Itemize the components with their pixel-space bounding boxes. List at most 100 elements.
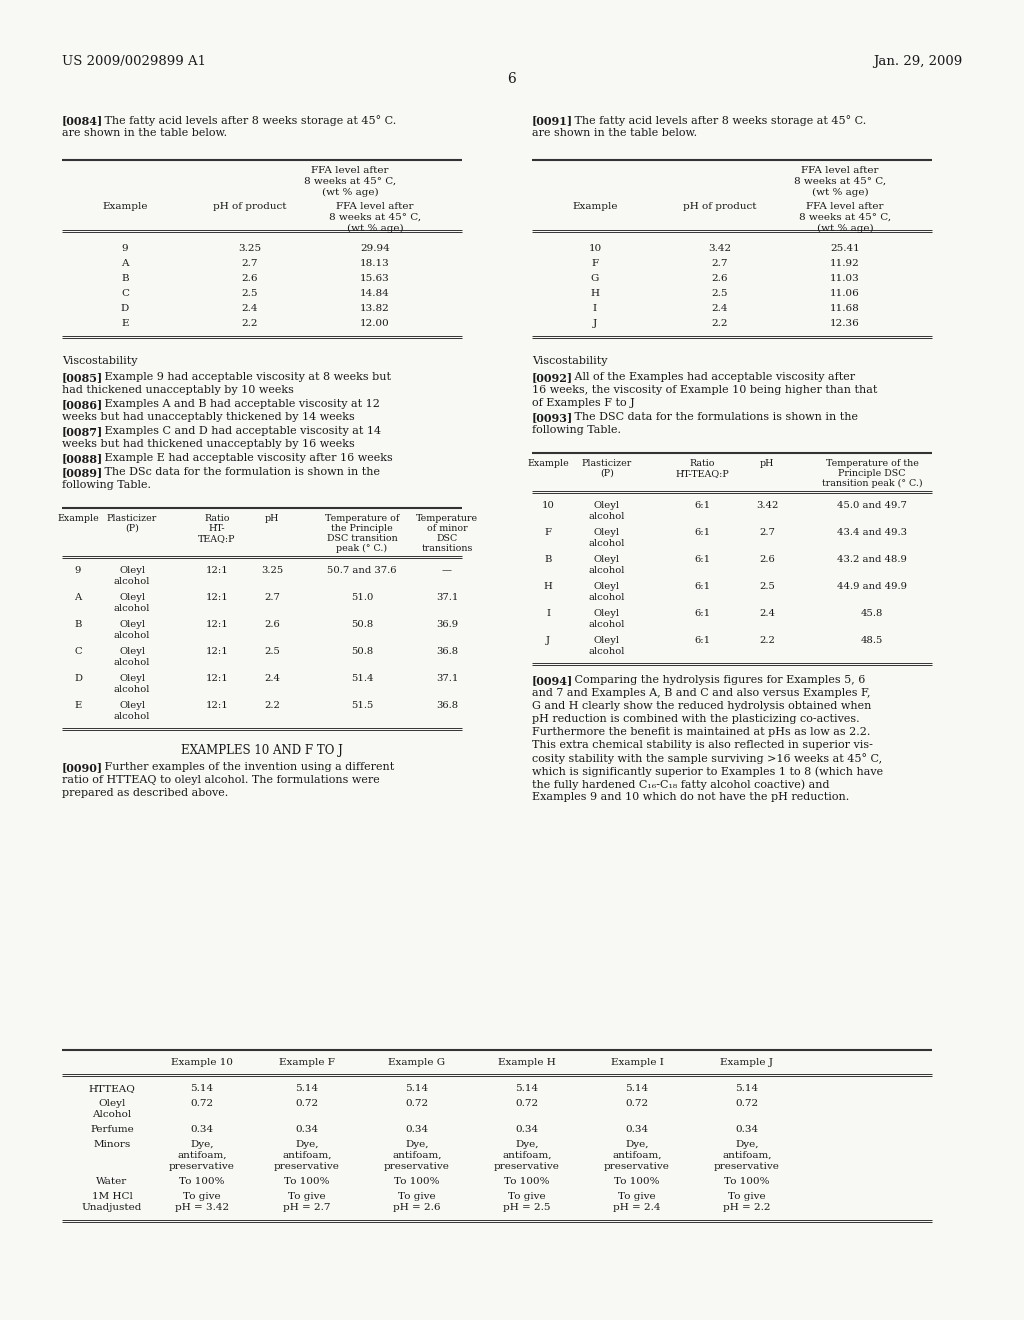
Text: alcohol: alcohol	[589, 593, 626, 602]
Text: The DSc data for the formulation is shown in the: The DSc data for the formulation is show…	[94, 467, 380, 477]
Text: 6:1: 6:1	[694, 636, 710, 645]
Text: B: B	[545, 554, 552, 564]
Text: Oleyl: Oleyl	[119, 647, 145, 656]
Text: This extra chemical stability is also reflected in superior vis-: This extra chemical stability is also re…	[532, 741, 872, 750]
Text: 0.72: 0.72	[626, 1100, 648, 1107]
Text: 51.5: 51.5	[351, 701, 373, 710]
Text: 12:1: 12:1	[206, 566, 228, 576]
Text: 13.82: 13.82	[360, 304, 390, 313]
Text: G and H clearly show the reduced hydrolysis obtained when: G and H clearly show the reduced hydroly…	[532, 701, 871, 711]
Text: F: F	[592, 259, 599, 268]
Text: FFA level after: FFA level after	[801, 166, 879, 176]
Text: (P): (P)	[600, 469, 614, 478]
Text: 0.34: 0.34	[406, 1125, 429, 1134]
Text: 0.34: 0.34	[190, 1125, 214, 1134]
Text: Oleyl: Oleyl	[594, 609, 620, 618]
Text: antifoam,: antifoam,	[612, 1151, 662, 1160]
Text: antifoam,: antifoam,	[392, 1151, 441, 1160]
Text: Further examples of the invention using a different: Further examples of the invention using …	[94, 762, 394, 772]
Text: 2.2: 2.2	[242, 319, 258, 327]
Text: 10: 10	[589, 244, 602, 253]
Text: 12:1: 12:1	[206, 675, 228, 682]
Text: 2.6: 2.6	[242, 275, 258, 282]
Text: 45.8: 45.8	[861, 609, 883, 618]
Text: pH: pH	[265, 513, 280, 523]
Text: 6:1: 6:1	[694, 554, 710, 564]
Text: HTTEAQ: HTTEAQ	[88, 1084, 135, 1093]
Text: Example F: Example F	[280, 1059, 335, 1067]
Text: Example J: Example J	[721, 1059, 773, 1067]
Text: 2.4: 2.4	[759, 609, 775, 618]
Text: transition peak (° C.): transition peak (° C.)	[821, 479, 923, 488]
Text: the Principle: the Principle	[331, 524, 393, 533]
Text: pH of product: pH of product	[213, 202, 287, 211]
Text: Perfume: Perfume	[90, 1125, 134, 1134]
Text: 3.42: 3.42	[709, 244, 731, 253]
Text: pH reduction is combined with the plasticizing co-actives.: pH reduction is combined with the plasti…	[532, 714, 859, 723]
Text: Minors: Minors	[93, 1140, 131, 1148]
Text: 2.5: 2.5	[264, 647, 280, 656]
Text: Jan. 29, 2009: Jan. 29, 2009	[872, 55, 962, 69]
Text: Example: Example	[527, 459, 569, 469]
Text: antifoam,: antifoam,	[283, 1151, 332, 1160]
Text: preservative: preservative	[604, 1162, 670, 1171]
Text: Oleyl: Oleyl	[119, 675, 145, 682]
Text: 5.14: 5.14	[515, 1084, 539, 1093]
Text: E: E	[121, 319, 129, 327]
Text: pH = 2.5: pH = 2.5	[503, 1203, 551, 1212]
Text: A: A	[75, 593, 82, 602]
Text: Viscostability: Viscostability	[532, 356, 607, 366]
Text: 0.72: 0.72	[190, 1100, 214, 1107]
Text: transitions: transitions	[421, 544, 473, 553]
Text: [0087]: [0087]	[62, 426, 103, 437]
Text: peak (° C.): peak (° C.)	[337, 544, 387, 553]
Text: 12:1: 12:1	[206, 620, 228, 630]
Text: antifoam,: antifoam,	[722, 1151, 772, 1160]
Text: 2.4: 2.4	[242, 304, 258, 313]
Text: Unadjusted: Unadjusted	[82, 1203, 142, 1212]
Text: [0086]: [0086]	[62, 399, 103, 411]
Text: which is significantly superior to Examples 1 to 8 (which have: which is significantly superior to Examp…	[532, 766, 883, 776]
Text: 11.92: 11.92	[830, 259, 860, 268]
Text: Examples C and D had acceptable viscosity at 14: Examples C and D had acceptable viscosit…	[94, 426, 381, 436]
Text: 36.9: 36.9	[436, 620, 458, 630]
Text: Example 10: Example 10	[171, 1059, 233, 1067]
Text: 0.34: 0.34	[515, 1125, 539, 1134]
Text: F: F	[545, 528, 552, 537]
Text: 14.84: 14.84	[360, 289, 390, 298]
Text: and 7 and Examples A, B and C and also versus Examples F,: and 7 and Examples A, B and C and also v…	[532, 688, 870, 698]
Text: alcohol: alcohol	[114, 631, 151, 640]
Text: 5.14: 5.14	[406, 1084, 429, 1093]
Text: 51.4: 51.4	[351, 675, 374, 682]
Text: alcohol: alcohol	[589, 512, 626, 521]
Text: Examples A and B had acceptable viscosity at 12: Examples A and B had acceptable viscosit…	[94, 399, 380, 409]
Text: Comparing the hydrolysis figures for Examples 5, 6: Comparing the hydrolysis figures for Exa…	[564, 675, 865, 685]
Text: weeks but had thickened unacceptably by 16 weeks: weeks but had thickened unacceptably by …	[62, 440, 354, 449]
Text: To give: To give	[618, 1192, 655, 1201]
Text: following Table.: following Table.	[62, 480, 151, 490]
Text: 2.7: 2.7	[712, 259, 728, 268]
Text: TEAQ:P: TEAQ:P	[199, 535, 236, 543]
Text: preservative: preservative	[169, 1162, 234, 1171]
Text: pH = 3.42: pH = 3.42	[175, 1203, 229, 1212]
Text: E: E	[75, 701, 82, 710]
Text: Example: Example	[57, 513, 99, 523]
Text: 2.7: 2.7	[242, 259, 258, 268]
Text: D: D	[74, 675, 82, 682]
Text: To 100%: To 100%	[394, 1177, 439, 1185]
Text: 11.03: 11.03	[830, 275, 860, 282]
Text: prepared as described above.: prepared as described above.	[62, 788, 228, 799]
Text: 2.5: 2.5	[712, 289, 728, 298]
Text: Dye,: Dye,	[190, 1140, 214, 1148]
Text: 12:1: 12:1	[206, 647, 228, 656]
Text: DSC: DSC	[436, 535, 458, 543]
Text: alcohol: alcohol	[114, 605, 151, 612]
Text: 43.4 and 49.3: 43.4 and 49.3	[837, 528, 907, 537]
Text: Oleyl: Oleyl	[119, 566, 145, 576]
Text: alcohol: alcohol	[589, 620, 626, 630]
Text: 2.7: 2.7	[759, 528, 775, 537]
Text: 11.68: 11.68	[830, 304, 860, 313]
Text: alcohol: alcohol	[114, 685, 151, 694]
Text: [0085]: [0085]	[62, 372, 103, 383]
Text: Viscostability: Viscostability	[62, 356, 137, 366]
